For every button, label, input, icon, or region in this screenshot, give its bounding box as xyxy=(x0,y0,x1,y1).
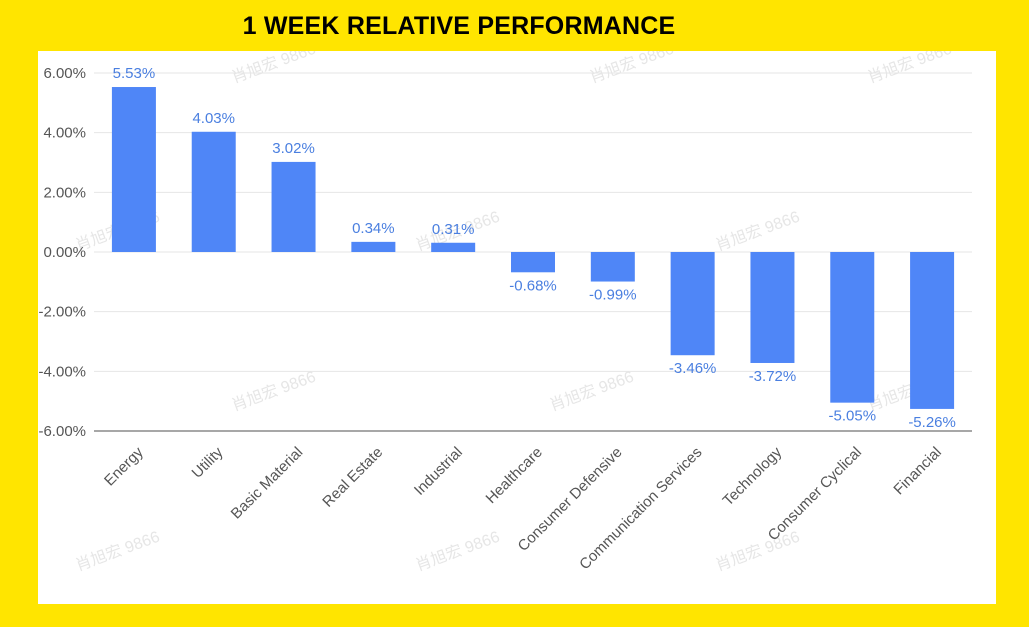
bar xyxy=(111,87,156,252)
x-tick-label: Real Estate xyxy=(319,444,386,511)
data-label: 0.31% xyxy=(432,221,475,238)
x-tick-label: Healthcare xyxy=(483,444,546,507)
y-tick-label: 6.00% xyxy=(43,65,86,82)
data-label: -5.05% xyxy=(829,408,877,425)
x-tick-label: Utility xyxy=(189,443,227,481)
data-label: -0.99% xyxy=(589,287,637,304)
bar xyxy=(830,252,875,403)
y-tick-label: -2.00% xyxy=(38,304,86,321)
watermark-text: 肖旭宏 9866 xyxy=(713,528,802,575)
x-tick-label: Energy xyxy=(101,443,147,489)
watermark-text: 肖旭宏 9866 xyxy=(229,368,318,415)
bar xyxy=(431,242,476,252)
bar xyxy=(271,161,316,252)
data-label: 3.02% xyxy=(272,140,315,157)
watermark-text: 肖旭宏 9866 xyxy=(73,528,162,575)
data-label: -0.68% xyxy=(509,277,557,294)
bar xyxy=(910,252,955,409)
y-tick-label: -4.00% xyxy=(38,363,86,380)
bar xyxy=(590,252,635,282)
data-label: -3.46% xyxy=(669,360,717,377)
watermark-text: 肖旭宏 9866 xyxy=(865,51,954,87)
bar xyxy=(191,131,236,252)
watermark-text: 肖旭宏 9866 xyxy=(229,51,318,87)
data-label: -3.72% xyxy=(749,368,797,385)
bar xyxy=(750,252,795,363)
watermark-text: 肖旭宏 9866 xyxy=(713,208,802,255)
watermark-text: 肖旭宏 9866 xyxy=(413,528,502,575)
x-tick-label: Technology xyxy=(720,443,786,509)
watermark-text: 肖旭宏 9866 xyxy=(587,51,676,87)
bar xyxy=(351,241,396,252)
y-tick-label: 0.00% xyxy=(43,244,86,261)
y-tick-label: -6.00% xyxy=(38,423,86,440)
x-tick-label: Industrial xyxy=(411,444,466,499)
bar xyxy=(670,252,715,356)
data-label: 0.34% xyxy=(352,220,395,237)
chart-title: 1 WEEK RELATIVE PERFORMANCE xyxy=(242,12,676,40)
y-tick-label: 2.00% xyxy=(43,184,86,201)
data-label: 4.03% xyxy=(192,110,235,127)
watermark-text: 肖旭宏 9866 xyxy=(547,368,636,415)
bar-chart: 肖旭宏 9866 肖旭宏 9866 肖旭宏 9866 肖旭宏 9866 肖旭宏 9866… xyxy=(38,51,972,575)
data-label: -5.26% xyxy=(908,414,956,431)
x-tick-label: Financial xyxy=(890,444,944,498)
x-tick-label: Basic Material xyxy=(228,444,307,523)
bar xyxy=(511,252,555,273)
data-label: 5.53% xyxy=(113,65,156,82)
y-tick-label: 4.00% xyxy=(43,125,86,142)
chart-panel: 肖旭宏 9866 肖旭宏 9866 肖旭宏 9866 肖旭宏 9866 肖旭宏 9866… xyxy=(38,51,996,604)
